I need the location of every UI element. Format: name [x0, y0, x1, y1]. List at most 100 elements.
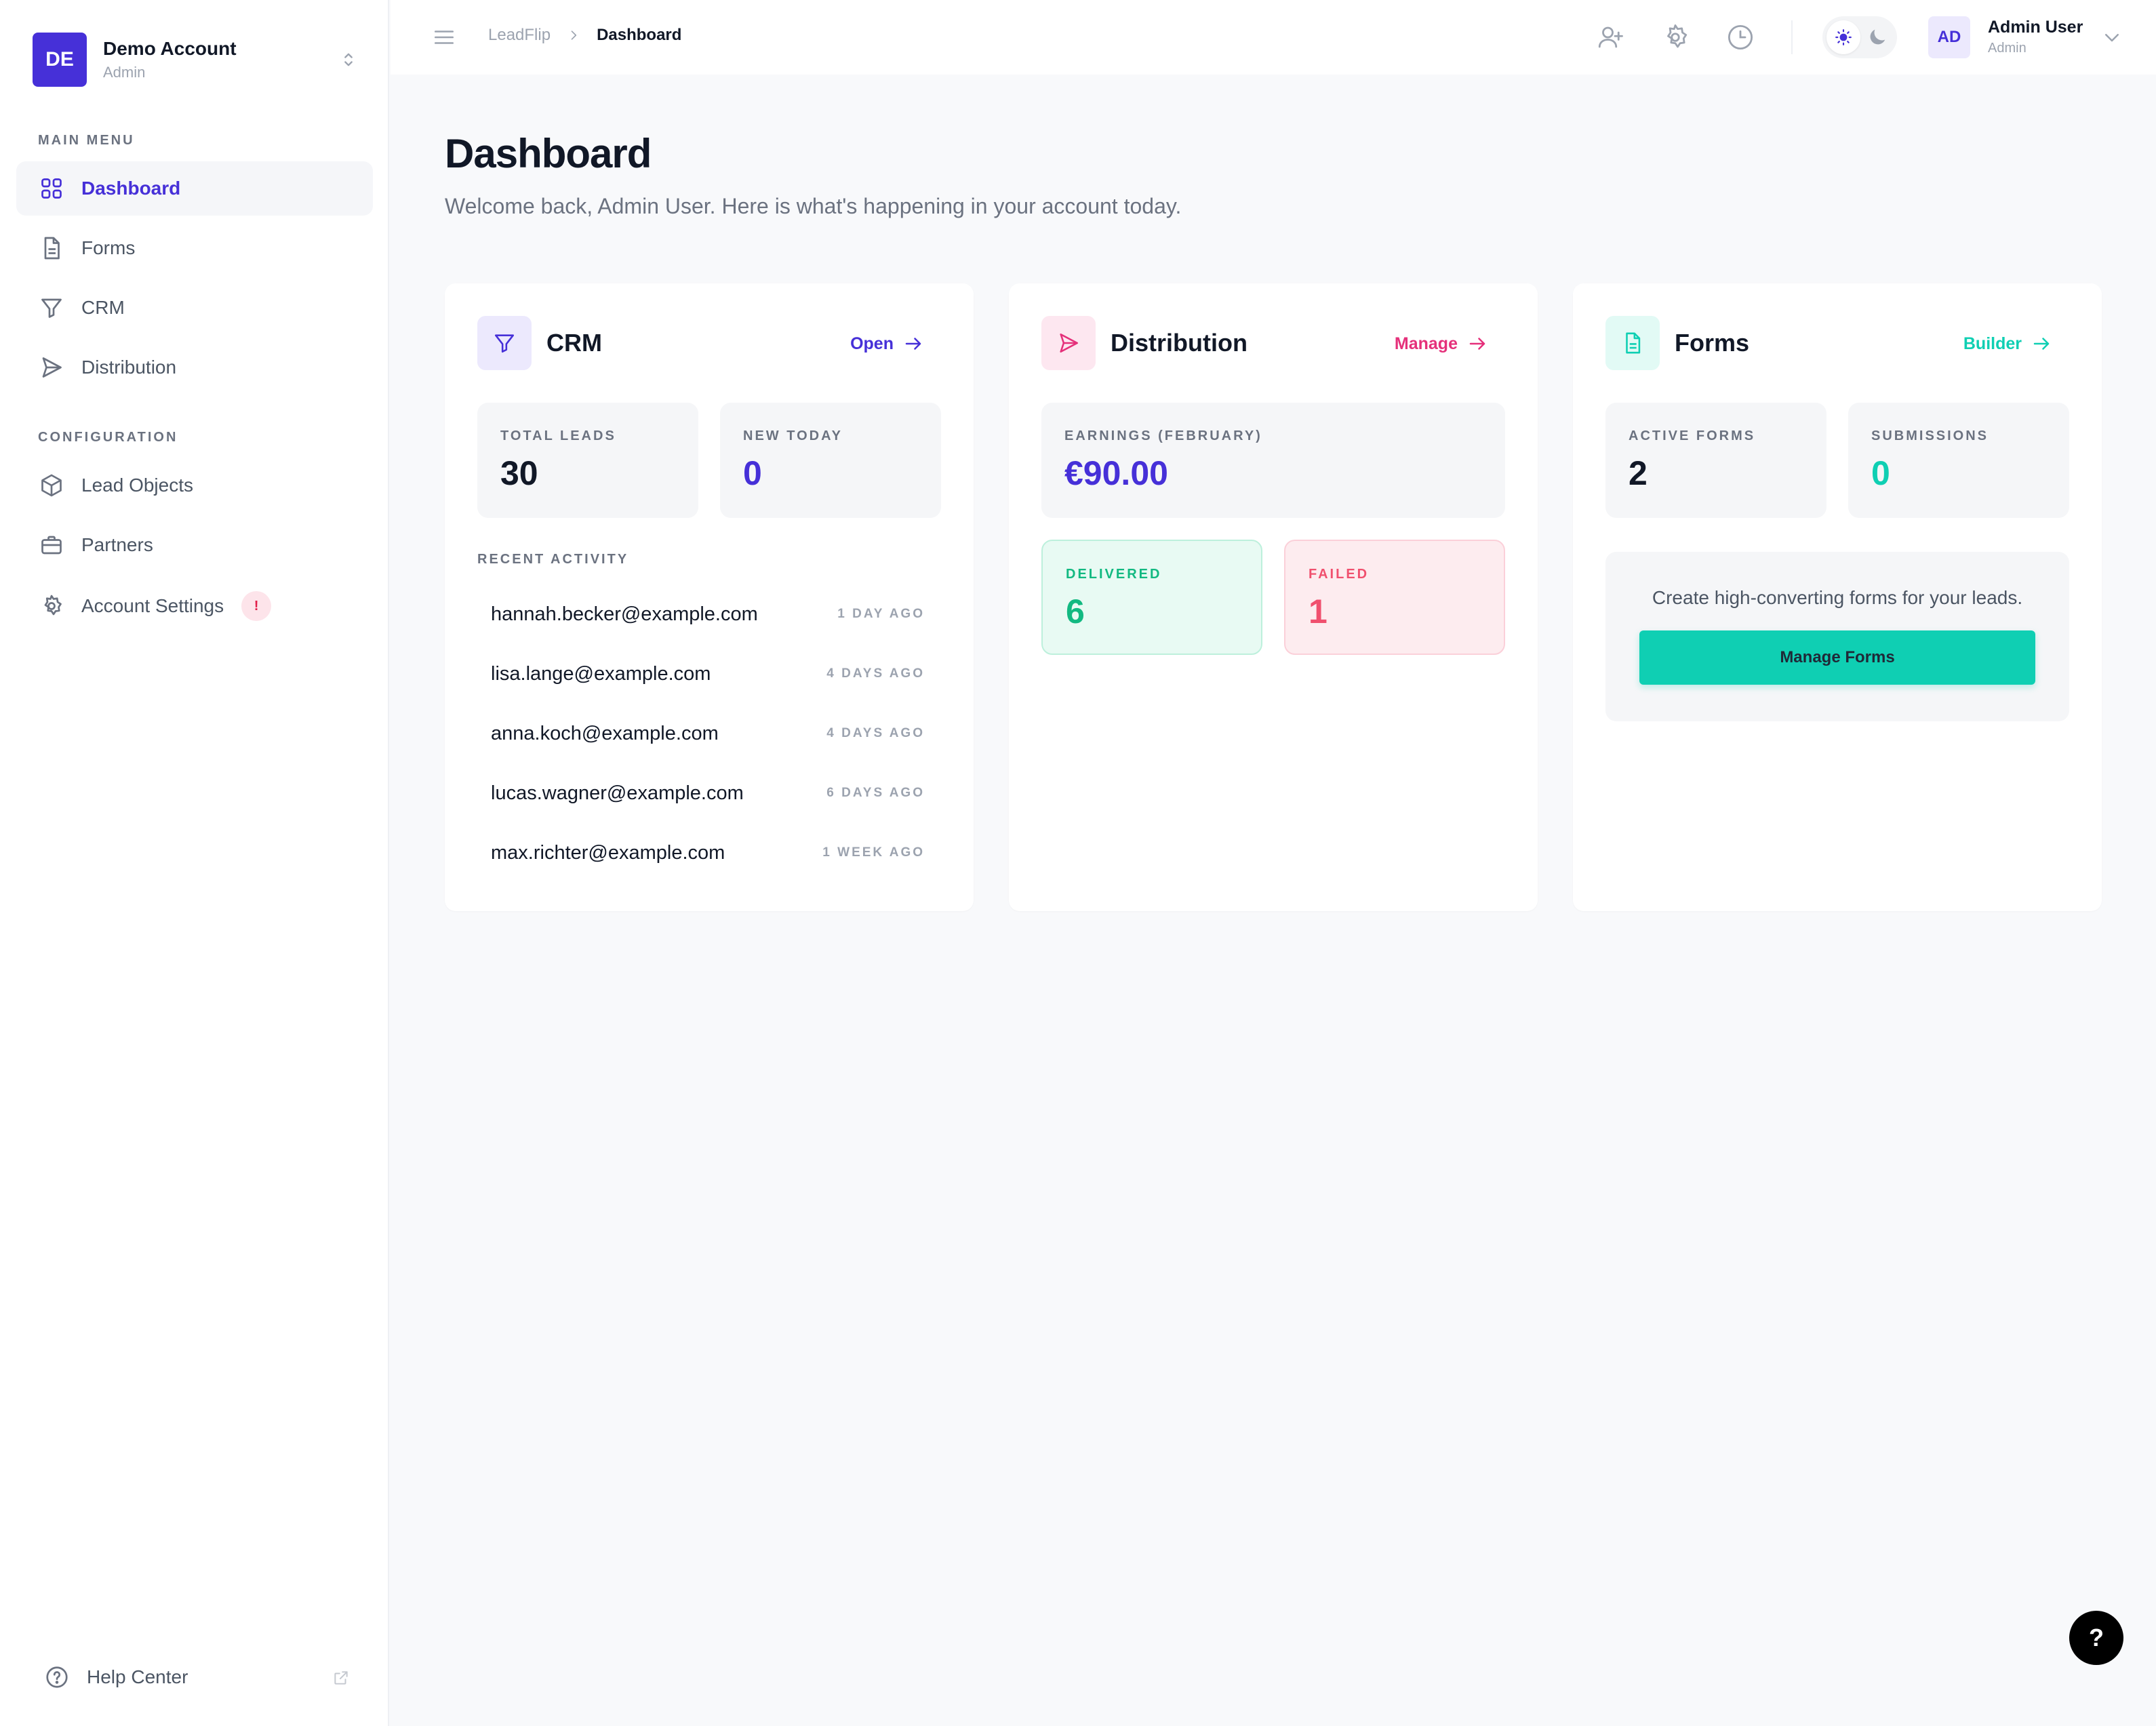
activity-time: 4 DAYS AGO	[826, 666, 925, 681]
sidebar-item-label: Forms	[81, 237, 136, 258]
stat-label: FAILED	[1309, 567, 1370, 582]
menu-icon[interactable]	[433, 26, 456, 49]
chevron-up-down-icon[interactable]	[339, 50, 358, 69]
user-avatar[interactable]: AD	[1928, 16, 1970, 58]
stat-value: €90.00	[1064, 454, 1168, 492]
stat-value: 1	[1309, 593, 1327, 630]
gear-icon	[44, 595, 62, 616]
sidebar-item-label: CRM	[81, 297, 125, 318]
distribution-card-title: Distribution	[1111, 329, 1247, 357]
forms-builder-link[interactable]: Builder	[1963, 334, 2052, 354]
sidebar-item-distribution[interactable]: Distribution	[16, 340, 373, 395]
activity-row[interactable]: lisa.lange@example.com 4 DAYS AGO	[491, 660, 925, 687]
activity-email: hannah.becker@example.com	[491, 603, 758, 625]
user-role: Admin	[1988, 41, 2027, 56]
page-subtitle: Welcome back, Admin User. Here is what's…	[445, 194, 1182, 218]
external-link-icon	[334, 1671, 348, 1685]
help-button[interactable]: ?	[2069, 1611, 2123, 1665]
earnings-stat: EARNINGS (FEBRUARY) €90.00	[1041, 403, 1505, 518]
new-today-stat: NEW TODAY 0	[720, 403, 941, 518]
active-forms-stat: ACTIVE FORMS 2	[1605, 403, 1826, 518]
crm-card-icon	[477, 316, 532, 370]
activity-row[interactable]: lucas.wagner@example.com 6 DAYS AGO	[491, 780, 925, 807]
distribution-card-icon	[1041, 316, 1096, 370]
activity-email: lucas.wagner@example.com	[491, 782, 744, 804]
forms-card-icon	[1605, 316, 1660, 370]
filter-icon	[494, 334, 515, 353]
chevron-right-icon	[571, 31, 577, 40]
stat-label: SUBMISSIONS	[1871, 428, 1989, 443]
stat-label: NEW TODAY	[743, 428, 843, 443]
sidebar-item-forms[interactable]: Forms	[16, 221, 373, 275]
briefcase-icon	[41, 536, 62, 555]
stat-value: 2	[1629, 454, 1648, 492]
gear-icon[interactable]	[1661, 23, 1690, 52]
forms-card: Forms Builder ACTIVE FORMS 2 SUBMISSIONS…	[1573, 283, 2102, 911]
filter-icon	[41, 298, 62, 318]
stat-label: TOTAL LEADS	[500, 428, 616, 443]
forms-cta-panel: Create high-converting forms for your le…	[1605, 552, 2069, 721]
clock-icon[interactable]	[1726, 23, 1755, 52]
account-role: Admin	[103, 64, 146, 81]
grid-icon	[41, 178, 62, 199]
user-name[interactable]: Admin User	[1988, 18, 2083, 37]
sidebar-item-label: Distribution	[81, 357, 177, 378]
configuration-label: CONFIGURATION	[38, 430, 178, 445]
failed-stat: FAILED 1	[1284, 540, 1505, 655]
main-menu-label: MAIN MENU	[38, 133, 135, 148]
sidebar-item-label: Partners	[81, 534, 153, 555]
send-icon	[1060, 333, 1079, 353]
sidebar-item-dashboard[interactable]: Dashboard	[16, 161, 373, 216]
user-plus-icon[interactable]	[1596, 23, 1624, 52]
sidebar-item-label: Dashboard	[81, 178, 181, 199]
help-center-label: Help Center	[87, 1666, 188, 1687]
crm-open-link[interactable]: Open	[850, 334, 923, 354]
sidebar-item-account-settings[interactable]: Account Settings !	[16, 579, 373, 633]
sidebar-item-label: Account Settings	[81, 595, 224, 616]
theme-toggle[interactable]	[1822, 16, 1897, 58]
breadcrumb-root[interactable]: LeadFlip	[488, 26, 551, 44]
sidebar-item-partners[interactable]: Partners	[16, 518, 373, 572]
total-leads-stat: TOTAL LEADS 30	[477, 403, 698, 518]
document-icon	[1626, 332, 1641, 354]
breadcrumb-current: Dashboard	[597, 26, 682, 44]
activity-row[interactable]: hannah.becker@example.com 1 DAY AGO	[491, 601, 925, 628]
sidebar-item-label: Lead Objects	[81, 475, 193, 496]
activity-email: lisa.lange@example.com	[491, 662, 711, 685]
account-switcher[interactable]: DE Demo Account Admin	[33, 33, 358, 87]
activity-email: anna.koch@example.com	[491, 722, 719, 744]
stat-label: DELIVERED	[1066, 567, 1162, 582]
stat-label: EARNINGS (FEBRUARY)	[1064, 428, 1262, 443]
activity-time: 4 DAYS AGO	[826, 726, 925, 740]
cube-icon	[41, 474, 62, 497]
submissions-stat: SUBMISSIONS 0	[1848, 403, 2069, 518]
activity-row[interactable]: anna.koch@example.com 4 DAYS AGO	[491, 720, 925, 747]
distribution-manage-link[interactable]: Manage	[1395, 334, 1488, 354]
breadcrumb: LeadFlip Dashboard	[488, 26, 681, 45]
document-icon	[44, 237, 60, 260]
crm-open-label: Open	[850, 334, 894, 353]
header-divider	[1791, 20, 1793, 54]
crm-card: CRM Open TOTAL LEADS 30 NEW TODAY 0 RECE…	[445, 283, 974, 911]
forms-cta-text: Create high-converting forms for your le…	[1652, 587, 2023, 608]
moon-icon[interactable]	[1866, 26, 1889, 49]
sidebar-item-lead-objects[interactable]: Lead Objects	[16, 458, 373, 513]
sun-icon	[1835, 29, 1852, 45]
manage-forms-button[interactable]: Manage Forms	[1639, 630, 2035, 685]
send-icon	[42, 357, 62, 378]
forms-builder-label: Builder	[1963, 334, 2022, 353]
light-mode-button[interactable]	[1826, 20, 1860, 54]
arrow-right-icon	[2033, 338, 2050, 350]
arrow-right-icon	[905, 338, 921, 350]
stat-value: 0	[1871, 454, 1890, 492]
distribution-manage-label: Manage	[1394, 334, 1458, 353]
account-avatar: DE	[33, 33, 87, 87]
top-header: LeadFlip Dashboard AD Admin User Admin	[391, 0, 2156, 75]
chevron-down-icon[interactable]	[2102, 27, 2122, 47]
activity-row[interactable]: max.richter@example.com 1 WEEK AGO	[491, 839, 925, 866]
sidebar-item-crm[interactable]: CRM	[16, 281, 373, 335]
distribution-card: Distribution Manage EARNINGS (FEBRUARY) …	[1009, 283, 1538, 911]
activity-time: 1 DAY AGO	[837, 607, 925, 621]
help-center-link[interactable]: Help Center	[45, 1662, 350, 1692]
alert-badge: !	[241, 591, 272, 621]
